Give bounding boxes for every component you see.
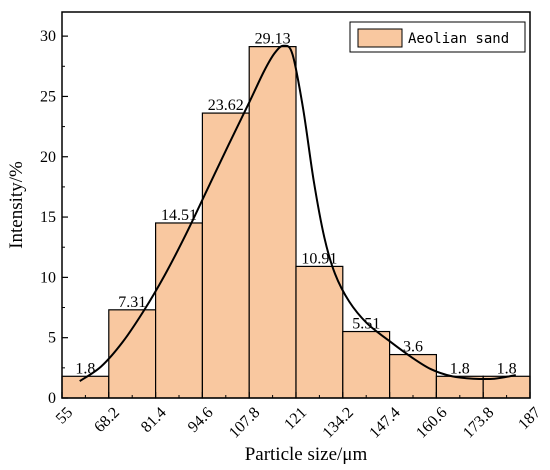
fit-curve bbox=[79, 44, 516, 382]
bar-value-label: 23.62 bbox=[208, 97, 244, 114]
fit-curve-layer bbox=[79, 44, 516, 382]
x-tick-label: 173.8 bbox=[460, 404, 497, 441]
y-tick-label: 30 bbox=[40, 28, 56, 45]
bars-layer bbox=[61, 46, 531, 399]
x-tick-label: 107.8 bbox=[226, 404, 263, 441]
legend: Aeolian sand bbox=[349, 21, 526, 53]
x-tick-label: 160.6 bbox=[413, 404, 450, 441]
data-labels-layer: 1.8 7.31 14.51 23.62 29.13 10.91 5.51 3.6 1.8 1.8 bbox=[75, 31, 516, 378]
x-axis: 55 68.2 81.4 94.6 107.8 121 134.2 147.4 160.6 173… bbox=[53, 392, 544, 442]
y-tick-label: 15 bbox=[40, 209, 56, 226]
bar-value-label: 29.13 bbox=[255, 31, 291, 48]
x-tick-label: 94.6 bbox=[185, 404, 217, 436]
bar bbox=[248, 46, 297, 399]
y-axis: 0 5 10 15 20 25 30 bbox=[40, 28, 68, 407]
bar-value-label: 1.8 bbox=[450, 360, 470, 377]
x-tick-label: 134.2 bbox=[320, 404, 357, 441]
x-tick-label: 147.4 bbox=[366, 404, 403, 441]
x-tick-label: 55 bbox=[53, 404, 76, 427]
bar bbox=[295, 265, 344, 399]
bar-value-label: 7.31 bbox=[118, 294, 146, 311]
bar bbox=[61, 375, 110, 399]
y-axis-title: Intensity/% bbox=[6, 161, 27, 249]
bar bbox=[155, 222, 204, 399]
y-tick-label: 10 bbox=[40, 269, 56, 286]
x-tick-label: 187 bbox=[515, 404, 544, 433]
legend-label: Aeolian sand bbox=[408, 31, 509, 47]
bar-value-label: 3.6 bbox=[403, 339, 423, 356]
bar bbox=[342, 330, 391, 399]
y-tick-label: 0 bbox=[48, 390, 56, 407]
y-tick-label: 5 bbox=[48, 330, 56, 347]
bar-value-label: 1.8 bbox=[497, 360, 517, 377]
x-axis-title: Particle size/μm bbox=[245, 444, 368, 465]
bar-value-label: 14.51 bbox=[161, 207, 197, 224]
bar bbox=[201, 112, 250, 399]
bar-value-label: 10.91 bbox=[301, 250, 337, 267]
bar-value-label: 5.51 bbox=[352, 316, 380, 333]
y-tick-label: 20 bbox=[40, 149, 56, 166]
legend-swatch bbox=[357, 28, 403, 48]
bar bbox=[108, 309, 157, 399]
y-tick-label: 25 bbox=[40, 88, 56, 105]
bar bbox=[389, 353, 438, 399]
x-tick-label: 121 bbox=[281, 404, 310, 433]
bar-value-label: 1.8 bbox=[75, 360, 95, 377]
x-tick-label: 68.2 bbox=[91, 404, 123, 436]
x-tick-label: 81.4 bbox=[138, 404, 170, 436]
